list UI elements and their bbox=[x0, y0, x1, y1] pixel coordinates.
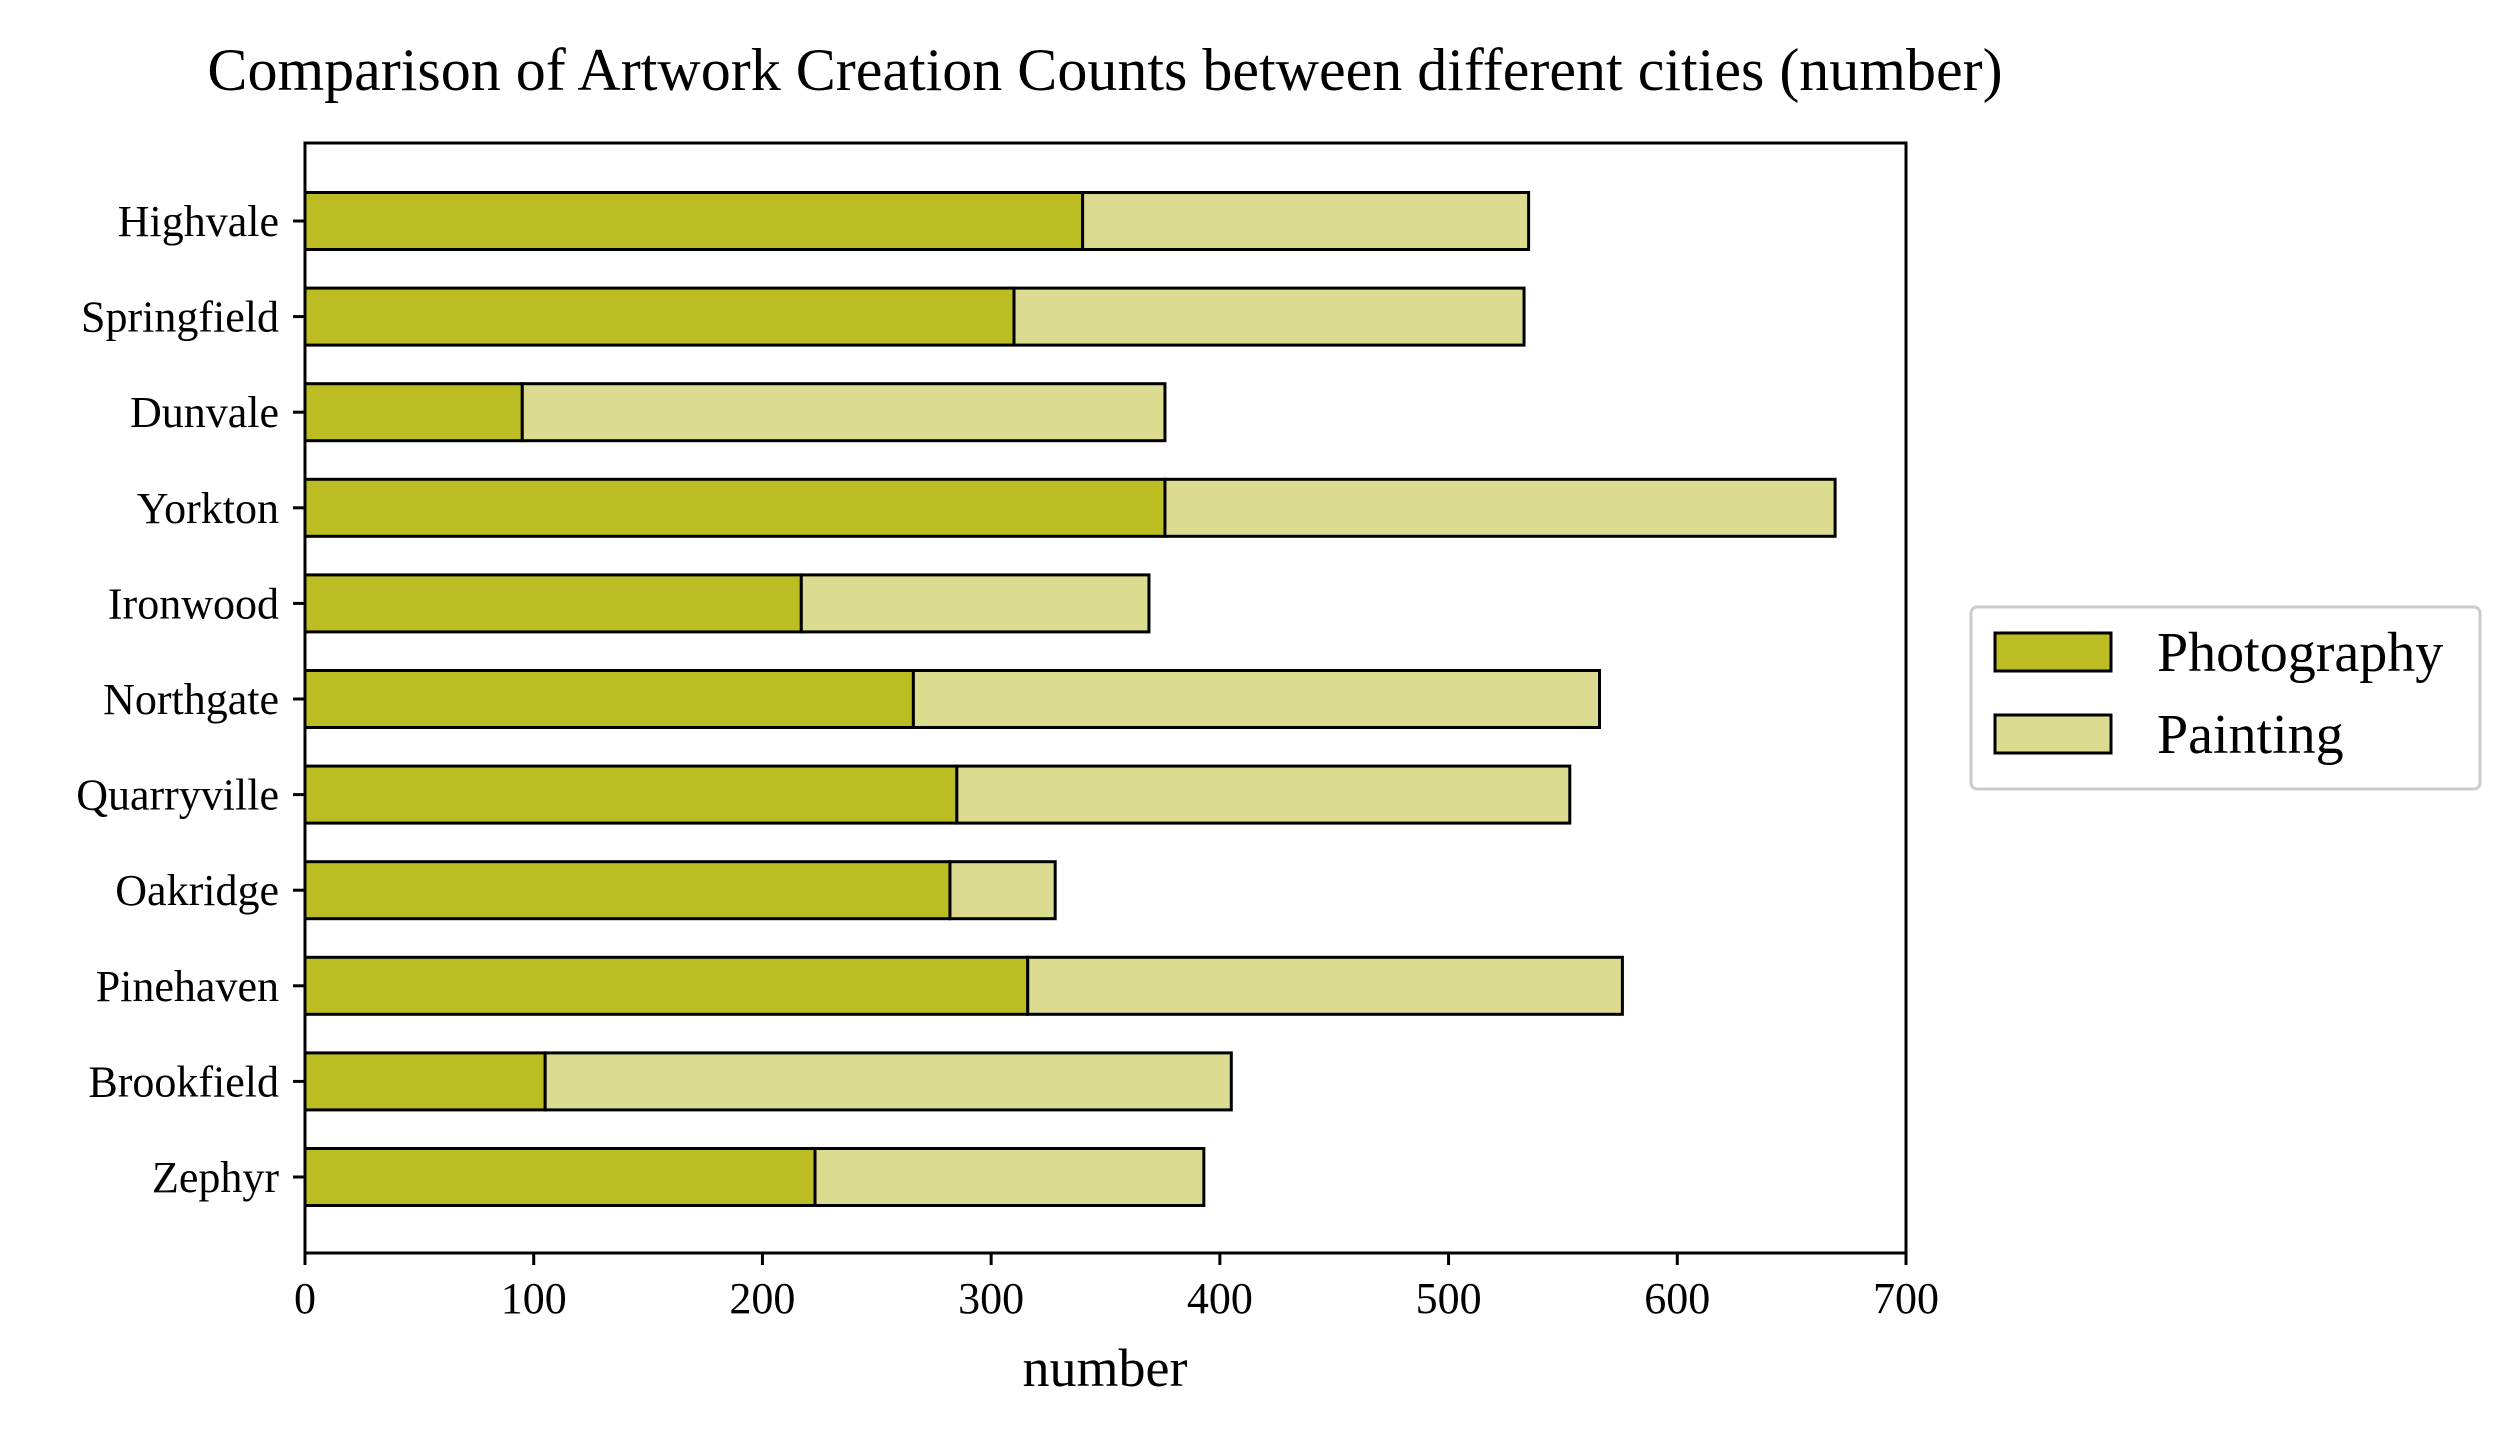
bar-photography-yorkton bbox=[303, 477, 1167, 538]
y-tick-label-northgate: Northgate bbox=[103, 675, 279, 724]
bar-painting-quarryville bbox=[955, 764, 1572, 825]
y-tick-label-yorkton: Yorkton bbox=[137, 484, 279, 533]
bar-painting-pinehaven bbox=[1026, 955, 1624, 1016]
bar-photography-zephyr bbox=[303, 1147, 817, 1207]
bar-painting-ironwood bbox=[799, 573, 1151, 634]
bar-painting-zephyr bbox=[813, 1147, 1206, 1207]
legend-swatch-painting bbox=[1993, 713, 2113, 755]
bar-painting-highvale bbox=[1081, 191, 1531, 251]
bar-photography-highvale bbox=[303, 191, 1085, 251]
y-axis: Highvale Springfield Dunvale Yorkton Ironwoo… bbox=[76, 197, 305, 1202]
y-tick-label-highvale: Highvale bbox=[118, 197, 279, 246]
bar-photography-northgate bbox=[303, 669, 915, 729]
legend-swatch-photography bbox=[1993, 631, 2113, 673]
legend: Photography Painting bbox=[1969, 605, 2482, 791]
bar-painting-dunvale bbox=[520, 382, 1167, 443]
bar-photography-springfield bbox=[303, 286, 1016, 347]
chart-title: Comparison of Artwork Creation Counts be… bbox=[207, 37, 2002, 103]
x-tick-label-400: 400 bbox=[1187, 1274, 1253, 1323]
y-tick-label-brookfield: Brookfield bbox=[88, 1057, 279, 1106]
x-tick-label-100: 100 bbox=[501, 1274, 567, 1323]
y-tick-label-pinehaven: Pinehaven bbox=[96, 962, 279, 1011]
bar-painting-brookfield bbox=[543, 1051, 1233, 1112]
bars-layer bbox=[303, 191, 1837, 1207]
x-axis-title: number bbox=[1023, 1338, 1188, 1398]
plot-frame bbox=[303, 141, 1908, 1255]
legend-label-painting: Painting bbox=[2157, 704, 2344, 766]
y-tick-label-zephyr: Zephyr bbox=[152, 1153, 279, 1202]
y-tick-label-ironwood: Ironwood bbox=[108, 579, 279, 628]
y-tick-label-dunvale: Dunvale bbox=[130, 388, 279, 437]
bar-painting-yorkton bbox=[1163, 477, 1837, 538]
bar-painting-oakridge bbox=[948, 860, 1057, 921]
x-tick-label-200: 200 bbox=[729, 1274, 795, 1323]
bar-painting-northgate bbox=[911, 669, 1602, 729]
bar-photography-ironwood bbox=[303, 573, 803, 634]
bar-painting-springfield bbox=[1012, 286, 1526, 347]
x-tick-label-500: 500 bbox=[1416, 1274, 1482, 1323]
x-tick-label-600: 600 bbox=[1644, 1274, 1710, 1323]
legend-label-photography: Photography bbox=[2157, 622, 2443, 684]
bar-photography-brookfield bbox=[303, 1051, 547, 1112]
bar-photography-dunvale bbox=[303, 382, 524, 443]
y-tick-label-oakridge: Oakridge bbox=[115, 866, 279, 915]
x-tick-label-300: 300 bbox=[958, 1274, 1024, 1323]
y-tick-label-quarryville: Quarryville bbox=[76, 771, 279, 820]
y-tick-label-springfield: Springfield bbox=[81, 293, 279, 342]
bar-photography-pinehaven bbox=[303, 955, 1030, 1016]
x-tick-label-0: 0 bbox=[294, 1274, 316, 1323]
x-axis: 0 100 200 300 400 500 600 700 bbox=[294, 1253, 1939, 1323]
bar-photography-oakridge bbox=[303, 860, 952, 921]
x-tick-label-700: 700 bbox=[1873, 1274, 1939, 1323]
bar-photography-quarryville bbox=[303, 764, 959, 825]
